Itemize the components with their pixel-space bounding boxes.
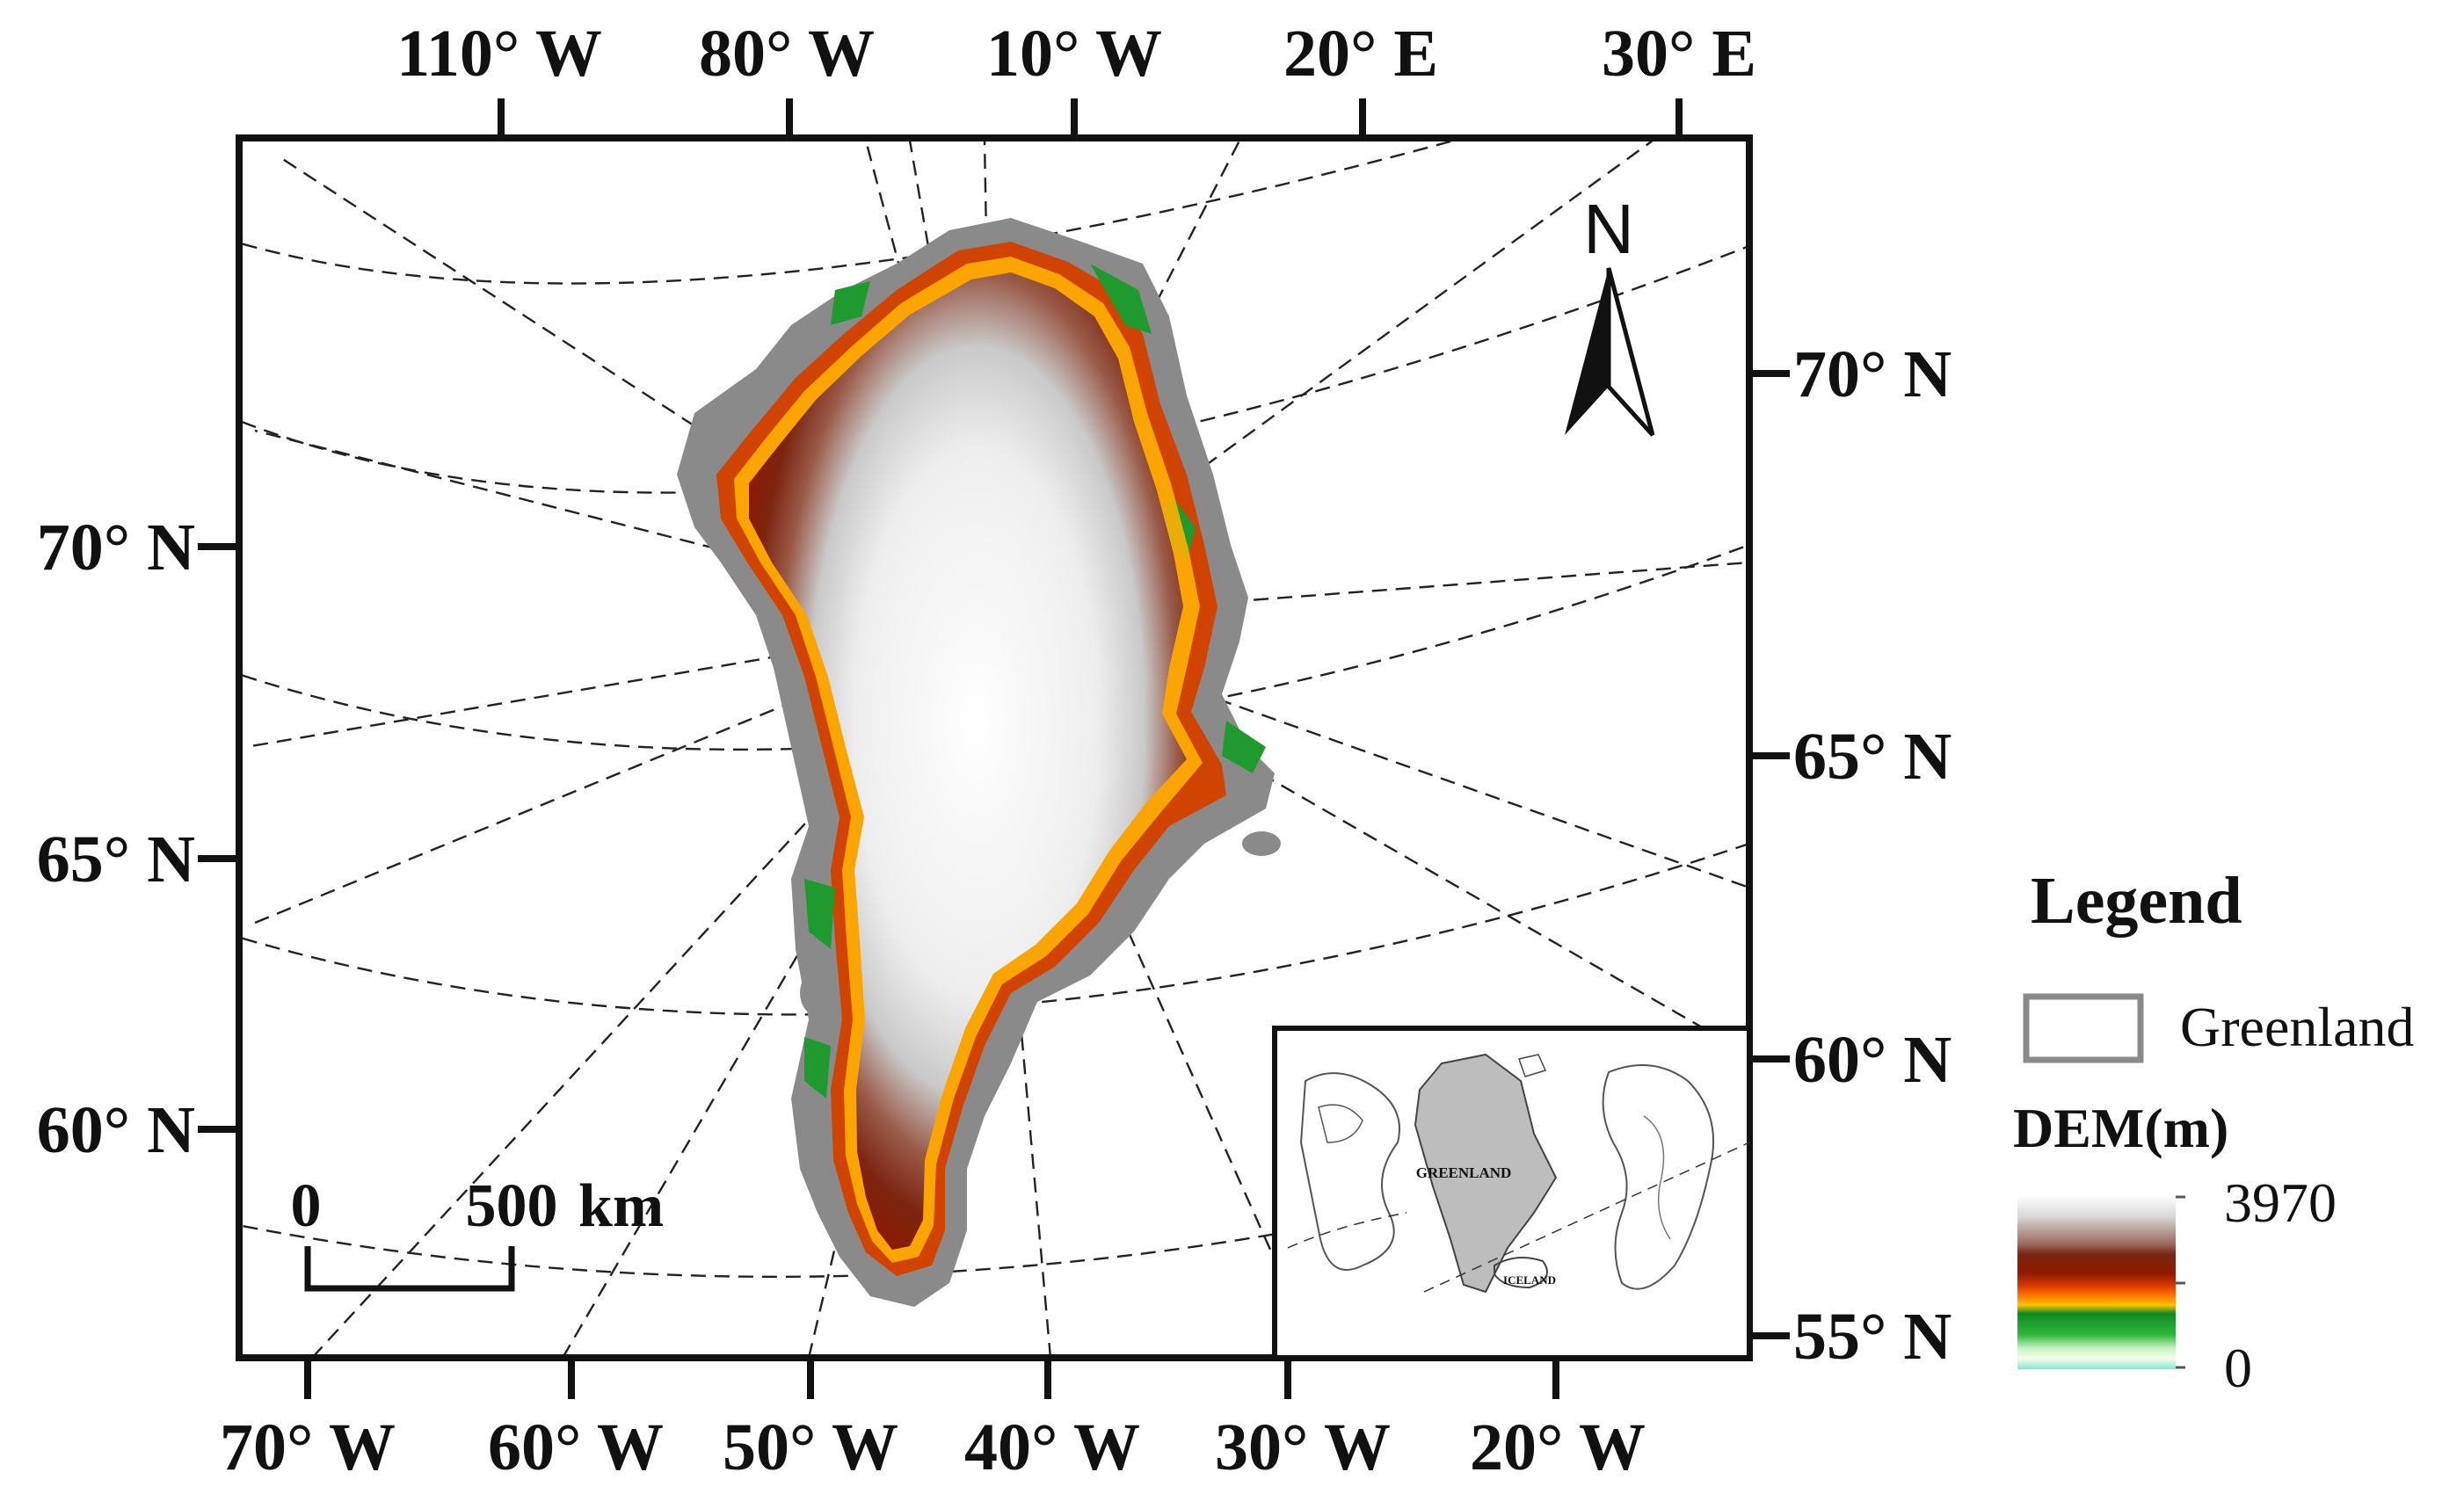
north-arrow-right-half [1606,267,1655,437]
north-arrow-label: N [1583,190,1634,268]
bottom-label-60w: 60° W [488,1411,664,1484]
inset-label-iceland: ICELAND [1503,1273,1556,1287]
legend-greenland-label: Greenland [2180,996,2415,1058]
legend-greenland-swatch [2023,993,2144,1063]
top-label-20e: 20° E [1283,17,1438,91]
map-frame [236,134,1753,1361]
legend-dem-min: 0 [2224,1337,2252,1399]
right-label-60n: 60° N [1793,1023,1952,1097]
bottom-label-20w: 20° W [1470,1411,1646,1484]
bottom-axis: 70° W 60° W 50° W 40° W 30° W 20° W [220,1358,1646,1484]
bottom-label-70w: 70° W [220,1411,396,1484]
legend-dem-max: 3970 [2224,1171,2337,1234]
right-label-70n: 70° N [1793,337,1952,411]
legend: Legend Greenland DEM(m) 3970 0 [2013,864,2415,1399]
greenland-dem [677,218,1281,1307]
right-label-55n: 55° N [1793,1300,1952,1374]
legend-dem-title: DEM(m) [2013,1097,2228,1159]
left-label-70n: 70° N [37,511,195,584]
scale-unit-label: km [578,1172,664,1240]
bottom-label-50w: 50° W [723,1411,898,1484]
top-label-110w: 110° W [396,17,602,91]
right-label-65n: 65° N [1793,720,1952,794]
scale-bar: 0 500 km [291,1172,664,1292]
top-axis: 110° W 80° W 10° W 20° E 30° E [396,17,1756,138]
legend-dem-colorbar [2017,1195,2176,1369]
legend-title: Legend [2031,864,2242,938]
right-axis: 70° N 65° N 60° N 55° N [1749,337,1952,1374]
top-label-80w: 80° W [699,17,875,91]
top-label-10w: 10° W [986,17,1162,91]
left-label-65n: 65° N [37,823,195,896]
inset-label-greenland: GREENLAND [1416,1164,1512,1181]
bottom-label-30w: 30° W [1215,1411,1391,1484]
inset-map: GREENLAND ICELAND [1272,1026,1752,1360]
scale-end-label: 500 [466,1172,558,1240]
north-arrow-left-half [1565,268,1609,435]
left-axis: 70° N 65° N 60° N [37,511,239,1167]
north-arrow: N [1565,190,1655,437]
top-label-30e: 30° E [1602,17,1756,91]
bottom-label-40w: 40° W [964,1411,1140,1484]
scale-start-label: 0 [291,1172,322,1240]
left-label-60n: 60° N [37,1093,195,1167]
